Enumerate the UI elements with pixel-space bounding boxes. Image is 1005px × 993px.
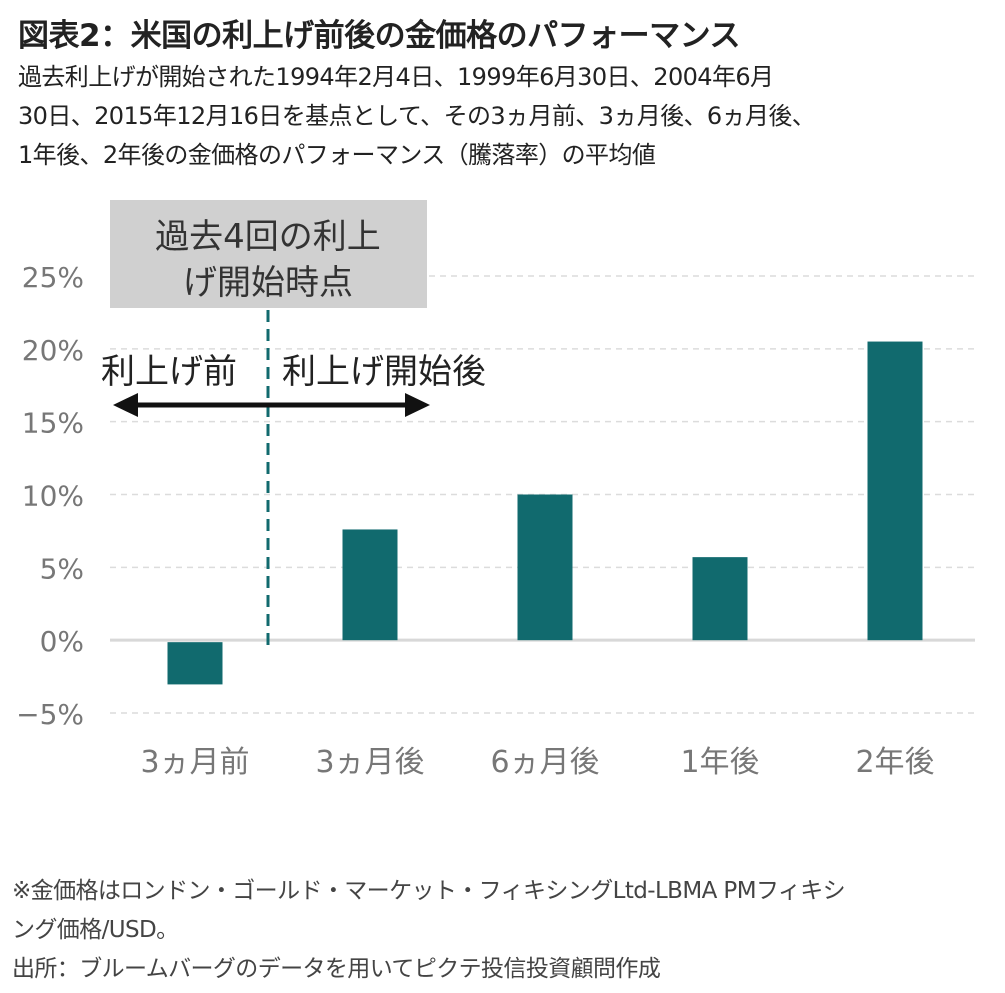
annotation-box-line: 過去4回の利上 (155, 217, 381, 257)
x-tick-label: 3ヵ月前 (140, 745, 249, 780)
bar (167, 642, 223, 685)
x-tick-label: 6ヵ月後 (490, 745, 599, 780)
bar (342, 529, 398, 641)
annotation-box-line: げ開始時点 (183, 263, 353, 303)
bar (517, 494, 573, 641)
y-tick-label: −5% (16, 698, 84, 731)
bar (692, 557, 748, 641)
footnote-line: ング価格/USD。 (12, 917, 179, 943)
subtitle-line: 1年後、2年後の金価格のパフォーマンス（騰落率）の平均値 (18, 141, 656, 169)
y-tick-label: 10% (22, 480, 84, 513)
y-tick-label: 15% (22, 407, 84, 440)
footnotes: ※金価格はロンドン・ゴールド・マーケット・フィキシングLtd-LBMA PMフィ… (12, 872, 846, 989)
y-tick-label: 5% (40, 552, 84, 585)
subtitle-line: 過去利上げが開始された1994年2月4日、1999年6月30日、2004年6月 (18, 63, 774, 91)
subtitle-line: 30日、2015年12月16日を基点として、その3ヵ月前、3ヵ月後、6ヵ月後、 (18, 102, 816, 130)
chart-subtitle: 過去利上げが開始された1994年2月4日、1999年6月30日、2004年6月 … (18, 58, 998, 175)
annotation-box (110, 200, 427, 308)
before-hike-label: 利上げ前 (101, 352, 237, 392)
y-tick-label: 25% (22, 261, 84, 294)
y-tick-label: 0% (40, 625, 84, 658)
y-tick-label: 20% (22, 334, 84, 367)
x-tick-label: 2年後 (855, 745, 934, 780)
bar (867, 341, 923, 641)
chart-title: 図表2：米国の利上げ前後の金価格のパフォーマンス (18, 18, 740, 54)
x-tick-label: 1年後 (680, 745, 759, 780)
after-hike-label: 利上げ開始後 (282, 352, 486, 392)
footnote-line: ※金価格はロンドン・ゴールド・マーケット・フィキシングLtd-LBMA PMフィ… (12, 878, 846, 904)
double-arrow-icon (113, 393, 430, 417)
x-tick-label: 3ヵ月後 (315, 745, 424, 780)
footnote-line: 出所：ブルームバーグのデータを用いてピクテ投信投資顧問作成 (12, 956, 661, 982)
